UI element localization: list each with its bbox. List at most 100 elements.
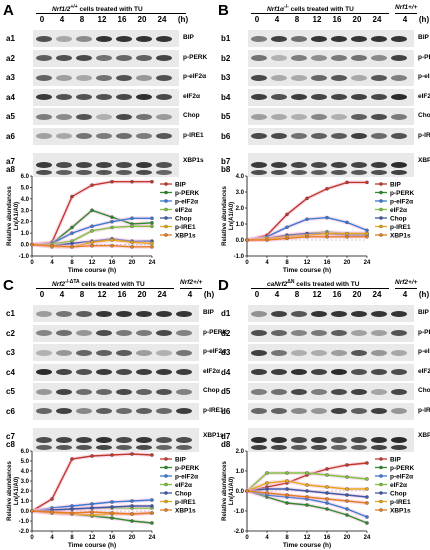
data-point — [150, 221, 154, 225]
blot-row-id: a3 — [6, 73, 15, 82]
blot-band — [116, 162, 132, 168]
data-point — [90, 240, 94, 245]
y-axis-label-line: Relative abundances — [222, 185, 228, 245]
x-tick-label: 8 — [285, 260, 289, 266]
data-point — [265, 491, 269, 495]
blot-band — [271, 162, 287, 168]
data-point — [30, 242, 34, 247]
x-tick-label: 12 — [89, 535, 96, 541]
control-time-label: 4 — [402, 15, 408, 24]
blot-band — [76, 408, 92, 414]
legend-label: p-IRE1 — [390, 499, 411, 506]
legend-label: BIP — [175, 456, 187, 463]
blot-band — [331, 445, 347, 450]
line-chart: -1.0 0.0 1.0 2.0 3.0 4.0 0 4 8 12 16 20 24 Time cours… — [222, 174, 415, 274]
blot-band — [156, 310, 172, 317]
x-tick-label: 4 — [50, 535, 54, 541]
blot-band — [271, 445, 287, 450]
time-label: 16 — [332, 15, 342, 24]
blot-band — [291, 369, 307, 375]
legend-label: p-eIF2α — [390, 198, 413, 205]
blot-band — [136, 170, 152, 175]
data-point — [70, 241, 74, 246]
blot-band — [116, 330, 132, 336]
blot-band — [311, 94, 327, 100]
blot-band — [176, 408, 192, 414]
blot-row-id: d3 — [221, 348, 231, 357]
blot-band — [371, 133, 387, 139]
legend-marker — [379, 224, 383, 229]
blot-row-id: b1 — [221, 34, 231, 43]
blot-band — [371, 170, 387, 175]
panel-title: caNrf2ΔN cells treated with TU — [267, 279, 359, 288]
blot-band — [391, 113, 407, 120]
control-underline — [395, 288, 417, 289]
data-point — [365, 228, 369, 233]
legend-label: p-eIF2α — [175, 473, 198, 480]
blot-band — [271, 35, 287, 42]
blot-strip — [248, 383, 414, 400]
data-point — [305, 196, 309, 201]
blot-band — [76, 133, 92, 139]
panel-title: Nrf2-/-ΔTA cells treated with TU — [52, 279, 145, 288]
data-point — [150, 241, 154, 246]
blot-strip — [33, 305, 199, 322]
blot-band — [36, 113, 52, 120]
blot-band — [371, 94, 387, 100]
legend-marker — [379, 216, 383, 220]
blot-band — [96, 369, 112, 375]
legend-marker — [379, 182, 383, 186]
time-label: 12 — [312, 15, 322, 24]
protein-label: p-PERK — [418, 328, 430, 336]
data-point — [285, 236, 289, 241]
blot-band — [311, 437, 327, 443]
y-axis-label: Relative abundances Ln(A1/A0) — [222, 460, 235, 520]
data-point — [130, 504, 134, 508]
y-tick-label: 2.0 — [21, 220, 30, 226]
blot-band — [311, 330, 327, 336]
data-point — [110, 516, 114, 520]
blot-band — [371, 437, 387, 443]
data-point — [325, 501, 329, 505]
blot-strip — [33, 402, 199, 420]
blot-band — [391, 55, 407, 61]
blot-band — [251, 437, 267, 443]
y-axis-label: Relative abundances Ln(A1/A0) — [7, 460, 20, 520]
x-tick-label: 0 — [30, 260, 34, 266]
data-point — [90, 502, 94, 506]
data-point — [70, 194, 74, 199]
x-tick-label: 16 — [109, 260, 116, 266]
panel-letter: C — [3, 277, 14, 294]
blot-band — [351, 162, 367, 168]
panel-B: B Nrf1α-/- cells treated with TU Nrf1+/+ 0 4… — [215, 0, 430, 275]
blot-row-id: d7 — [221, 432, 231, 441]
protein-label: Chop — [183, 112, 200, 119]
blot-band — [271, 310, 287, 317]
x-tick-label: 8 — [285, 535, 289, 541]
blot-band — [271, 437, 287, 443]
blot-row-id: b6 — [221, 131, 231, 141]
data-point — [110, 225, 114, 230]
x-axis-label: Time course (h) — [68, 542, 116, 549]
data-point — [365, 515, 369, 519]
blot-band — [351, 170, 367, 175]
blot-band — [371, 408, 387, 414]
legend-label: p-PERK — [175, 465, 200, 472]
blot-band — [156, 170, 172, 175]
blot-band — [36, 388, 52, 395]
blot-band — [331, 162, 347, 168]
blot-band — [391, 349, 407, 356]
legend-label: XBP1s — [175, 507, 196, 514]
blot-band — [76, 35, 92, 42]
data-point — [150, 224, 154, 229]
blot-band — [331, 388, 347, 395]
blot-band — [371, 113, 387, 120]
data-point — [345, 231, 349, 236]
x-tick-label: 4 — [50, 260, 54, 266]
title-suffix: cells treated with TU — [79, 281, 145, 289]
y-tick-label: 0.0 — [236, 238, 245, 244]
data-point — [345, 499, 349, 503]
protein-label: XBP1s — [183, 157, 204, 164]
time-label: 12 — [97, 15, 107, 24]
data-point — [130, 179, 134, 184]
